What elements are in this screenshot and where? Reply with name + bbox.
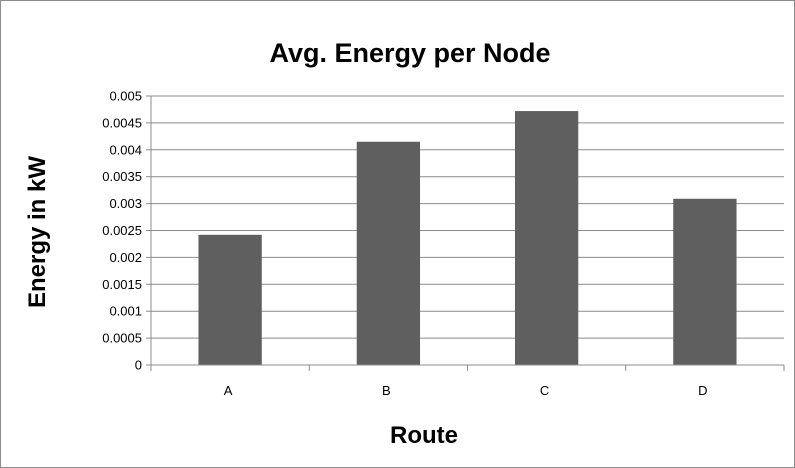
- chart-title: Avg. Energy per Node: [269, 38, 550, 68]
- y-tick-label: 0.0015: [102, 277, 142, 292]
- bar-a: [198, 234, 262, 365]
- axes: [146, 96, 785, 371]
- y-tick-label: 0: [135, 358, 142, 373]
- x-tick-label: B: [382, 383, 391, 398]
- y-axis-title: Energy in kW: [24, 156, 51, 308]
- y-tick-label: 0.005: [109, 89, 142, 104]
- x-axis-title: Route: [390, 422, 458, 449]
- y-tick-label: 0.0045: [102, 115, 142, 130]
- y-tick-label: 0.001: [109, 304, 142, 319]
- x-tick-label: D: [698, 383, 707, 398]
- y-tick-label: 0.0035: [102, 169, 142, 184]
- y-tick-labels: 0 0.0005 0.001 0.0015 0.002 0.0025 0.003 0.0035…: [102, 89, 142, 373]
- x-tick-label: C: [540, 383, 549, 398]
- y-tick-label: 0.004: [109, 142, 142, 157]
- y-tick-label: 0.003: [109, 196, 142, 211]
- bar-d: [673, 198, 737, 365]
- bars: [198, 111, 737, 366]
- y-tick-label: 0.0025: [102, 223, 142, 238]
- y-tick-label: 0.002: [109, 250, 142, 265]
- bar-b: [356, 141, 421, 365]
- x-tick-labels: A B C D: [224, 383, 708, 398]
- x-tick-label: A: [224, 383, 233, 398]
- y-tick-label: 0.0005: [102, 331, 142, 346]
- bar-c: [514, 111, 579, 366]
